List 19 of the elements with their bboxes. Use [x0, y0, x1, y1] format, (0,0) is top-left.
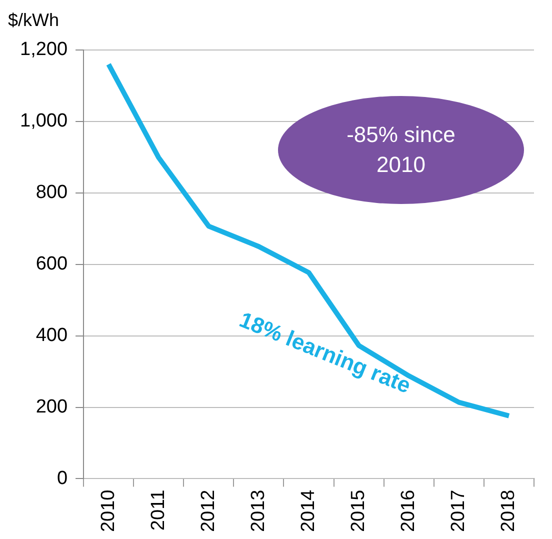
x-tick-label: 2011: [148, 490, 169, 531]
y-tick-label: 600: [36, 254, 68, 275]
y-tick-label: 0: [56, 468, 68, 489]
x-tick-label: 2014: [298, 489, 320, 532]
annotation: -85% since 2010: [346, 121, 456, 179]
x-tick-label: 2012: [198, 490, 219, 532]
x-tick-label: 2015: [348, 490, 370, 532]
oval-shape: -85% since 2010: [278, 96, 524, 204]
y-axis-title: $/kWh: [8, 10, 60, 30]
y-tick-label: 400: [36, 325, 68, 346]
x-tick-label: 2018: [498, 490, 520, 532]
x-tick-label: 2016: [398, 490, 420, 532]
y-tick-label: 1,000: [20, 110, 68, 132]
x-tick-label: 2013: [248, 490, 269, 532]
y-tick-label: 1,200: [20, 39, 68, 60]
x-tick-label: 2010: [98, 490, 119, 532]
y-tick-label: 200: [36, 396, 68, 418]
x-tick-label: 2017: [448, 490, 470, 532]
y-tick-label: 800: [36, 182, 68, 204]
